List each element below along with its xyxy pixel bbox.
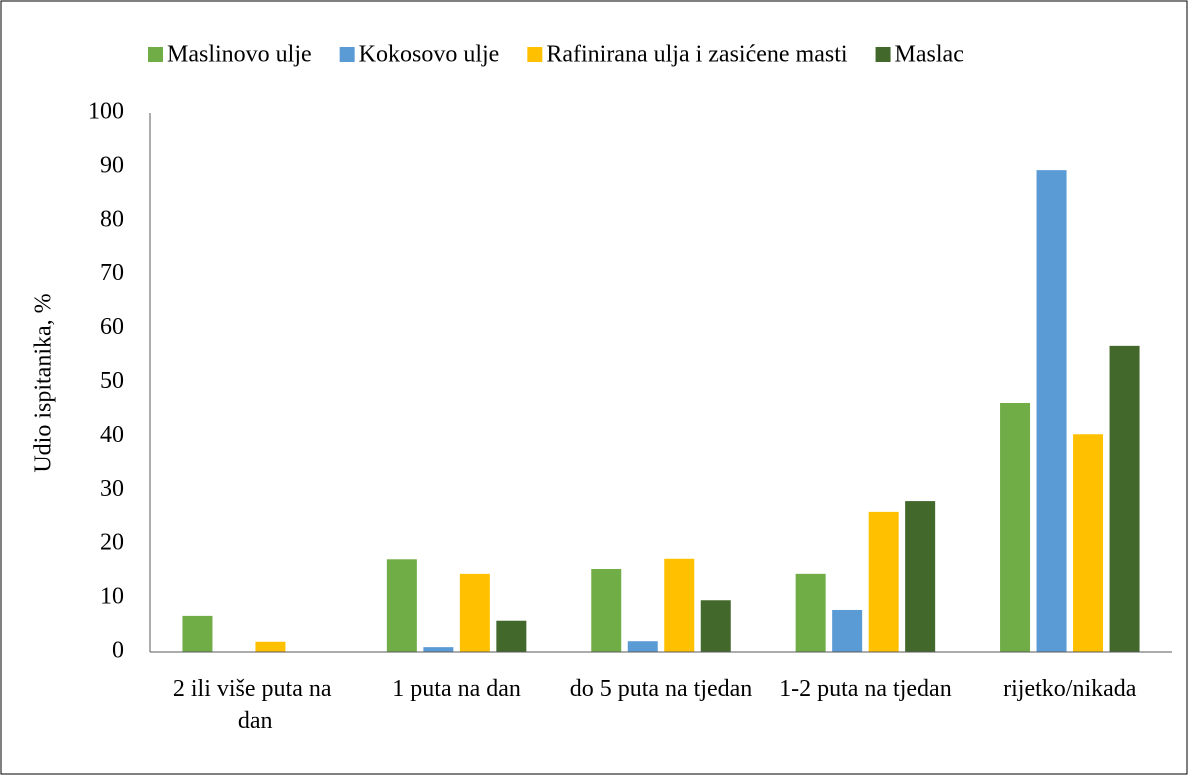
legend-swatch: [875, 47, 891, 62]
y-tick-label: 80: [100, 206, 124, 232]
y-tick-label: 60: [100, 314, 124, 340]
legend-swatch: [339, 47, 355, 62]
y-tick-label: 30: [100, 476, 124, 502]
bar: [591, 568, 622, 652]
bar: [459, 573, 490, 652]
x-tick-label: do 5 puta na tjedan: [570, 676, 753, 702]
y-tick-label: 10: [100, 584, 124, 610]
y-tick-label: 0: [112, 638, 124, 664]
bar: [1036, 170, 1067, 652]
y-axis-label: Udio ispitanika, %: [31, 293, 57, 472]
bar: [700, 600, 731, 652]
bar: [496, 620, 527, 652]
legend-label: Maslac: [895, 42, 964, 68]
bar: [795, 573, 826, 652]
y-tick-label: 90: [100, 152, 124, 178]
x-tick-label: 1 puta na dan: [392, 676, 521, 702]
bar: [664, 558, 695, 652]
bar: [423, 647, 454, 652]
x-tick-label: 2 ili više puta na dan: [173, 676, 332, 734]
legend-label: Maslinovo ulje: [167, 42, 312, 68]
legend-swatch: [148, 47, 163, 62]
bar: [627, 641, 658, 652]
x-tick-label: rijetko/nikada: [1003, 676, 1137, 702]
bar: [386, 559, 417, 652]
y-tick-label: 20: [100, 530, 124, 556]
bar: [1000, 402, 1031, 652]
y-tick-label: 70: [100, 260, 124, 286]
bar: [1073, 434, 1104, 652]
bar: [255, 641, 286, 652]
bar: [182, 615, 213, 652]
y-tick-label: 40: [100, 422, 124, 448]
x-tick-label: 1-2 puta na tjedan: [779, 676, 952, 702]
y-tick-label: 50: [100, 368, 124, 394]
legend-label: Rafinirana ulja i zasićene masti: [546, 42, 848, 68]
y-tick-label: 100: [88, 99, 124, 125]
bar: [832, 609, 863, 652]
bar: [1109, 345, 1140, 652]
bar: [868, 511, 899, 652]
legend-swatch: [527, 47, 543, 62]
legend-label: Kokosovo ulje: [359, 42, 500, 68]
bar: [905, 501, 936, 652]
